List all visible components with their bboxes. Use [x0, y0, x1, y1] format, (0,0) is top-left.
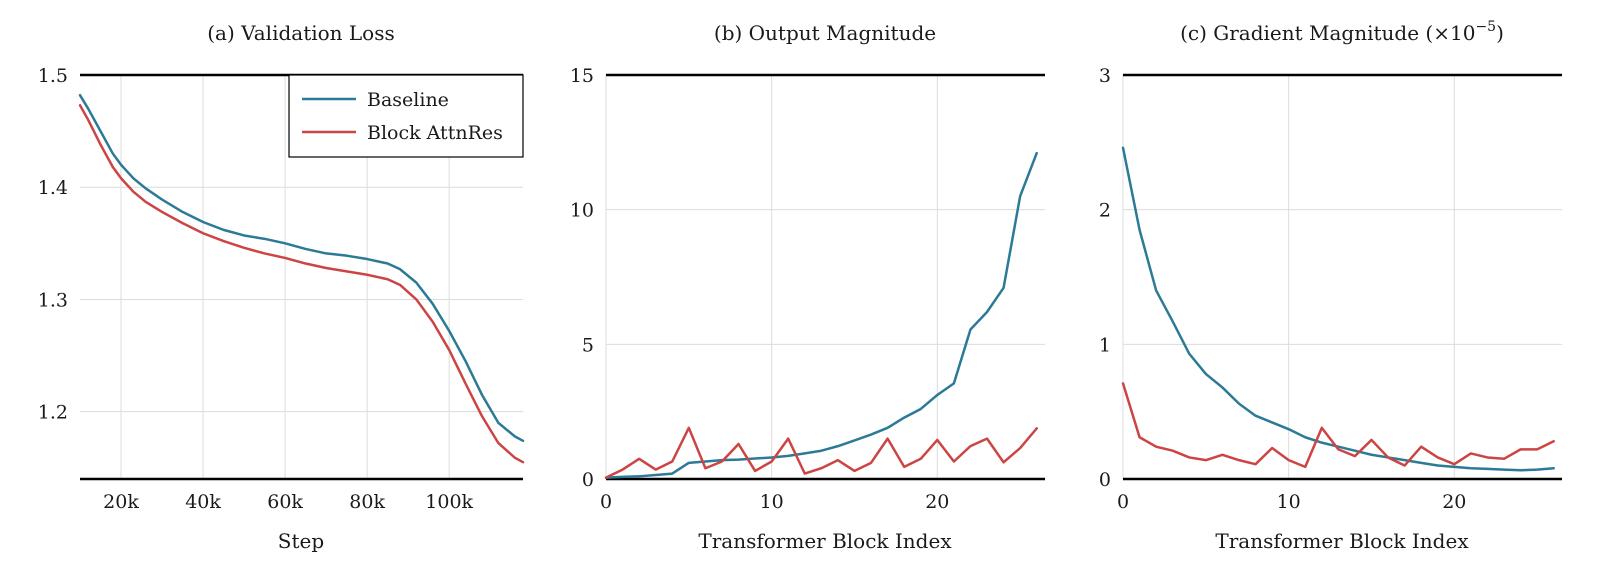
x-axis-label: Transformer Block Index	[698, 529, 952, 553]
series-line-baseline	[78, 93, 525, 443]
y-tick-label: 3	[1099, 65, 1111, 87]
x-axis-label: Transformer Block Index	[1215, 529, 1469, 553]
chart-title: (c) Gradient Magnitude (×10−5)	[1180, 19, 1504, 45]
y-tick-label: 15	[570, 65, 594, 87]
x-tick-label: 60k	[267, 491, 303, 513]
x-tick-label: 80k	[349, 491, 385, 513]
y-tick-label: 1.5	[38, 65, 68, 87]
x-tick-label: 10	[1277, 491, 1301, 513]
x-tick-label: 10	[760, 491, 784, 513]
x-tick-label: 40k	[185, 491, 221, 513]
x-tick-label: 100k	[425, 491, 473, 513]
chart-title: (a) Validation Loss	[207, 21, 395, 45]
chart-panel-3: 0 10 20 0 1 2 3 (c) Gradient Magnitude (×10−5) T…	[1099, 19, 1562, 553]
y-tick-label: 2	[1099, 200, 1111, 222]
chart-panel-1: 20k 40k 60k 80k 100k 1.2 1.3 1.4 1.5 (a) Validati…	[38, 21, 525, 553]
y-tick-label: 1.3	[38, 289, 68, 311]
legend-label: Block AttnRes	[367, 122, 503, 144]
x-tick-label: 20	[1442, 491, 1466, 513]
x-tick-label: 20k	[103, 491, 139, 513]
y-tick-label: 10	[570, 200, 594, 222]
y-tick-label: 1.2	[38, 402, 68, 424]
series-line-baseline	[604, 151, 1038, 479]
y-tick-label: 1	[1099, 334, 1111, 356]
x-axis-label: Step	[278, 529, 324, 553]
series-line-block-attnres	[78, 104, 525, 464]
series-line-baseline	[1121, 146, 1555, 472]
legend-label: Baseline	[367, 89, 449, 111]
chart-panel-2: 0 10 20 0 5 10 15 (b) Output Magnitude Transform…	[570, 21, 1045, 553]
x-tick-label: 0	[600, 491, 612, 513]
y-tick-label: 0	[1099, 469, 1111, 491]
chart-title: (b) Output Magnitude	[714, 21, 936, 45]
legend-box	[288, 74, 524, 158]
x-tick-label: 20	[925, 491, 949, 513]
y-tick-label: 1.4	[38, 177, 68, 199]
x-tick-label: 0	[1117, 491, 1129, 513]
y-tick-label: 0	[582, 469, 594, 491]
y-tick-label: 5	[582, 334, 594, 356]
series-line-block-attnres	[1121, 382, 1555, 469]
legend: Baseline Block AttnRes	[288, 74, 524, 158]
series-line-block-attnres	[604, 426, 1038, 479]
